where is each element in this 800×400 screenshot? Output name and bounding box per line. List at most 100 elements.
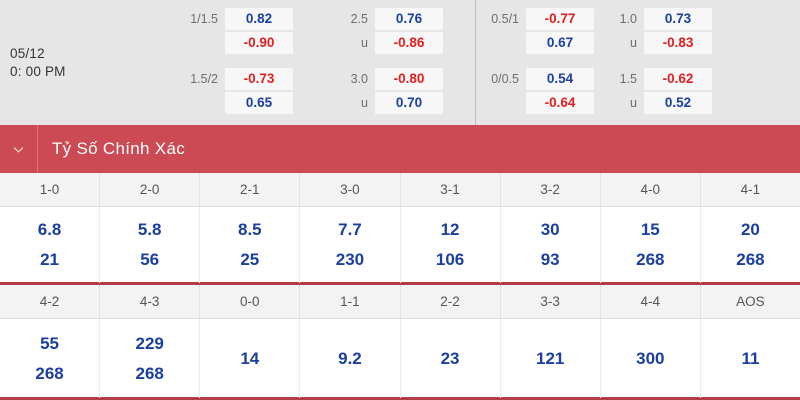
odds-line-label: 0.5/1 <box>491 12 519 26</box>
score-odds-cell[interactable]: 11 <box>701 319 800 398</box>
score-odds-bottom: 93 <box>540 250 560 269</box>
score-odds-bottom: 268 <box>736 250 765 269</box>
odds-price-home[interactable]: 0.82 <box>225 8 293 30</box>
collapse-toggle-button[interactable] <box>0 125 38 173</box>
score-value-row: 55 268 229 268 14 9.2 23 121 300 <box>0 319 800 398</box>
odds-group-right: 0.5/1 -0.77 0.67 0/0.5 0.54 -0 <box>476 0 712 125</box>
score-odds-top: 11 <box>741 348 760 368</box>
score-odds-cell[interactable]: 30 93 <box>501 207 601 283</box>
score-odds-bottom: 21 <box>40 250 60 269</box>
score-odds-cell[interactable]: 300 <box>601 319 701 398</box>
odds-block: 2.5 0.76 u -0.86 <box>325 8 443 58</box>
score-header-cell: 4-4 <box>601 285 701 318</box>
odds-price-under[interactable]: -0.83 <box>644 32 712 54</box>
total-line-label: 1.5 <box>619 72 637 86</box>
score-odds-cell[interactable]: 14 <box>200 319 301 398</box>
odds-row: 2.5 0.76 <box>325 8 443 30</box>
vertical-divider <box>475 0 476 125</box>
odds-row: 0/0.5 0.54 <box>476 68 594 90</box>
score-odds-top: 8.5 <box>237 220 262 239</box>
odds-price-under[interactable]: -0.86 <box>375 32 443 54</box>
total-line-sublabel: u <box>630 96 637 110</box>
odds-line-label: 0/0.5 <box>491 72 519 86</box>
score-odds-bottom: 230 <box>335 250 365 269</box>
score-odds-top: 7.7 <box>338 220 362 239</box>
odds-line-label: 1/1.5 <box>190 12 218 26</box>
total-line-label: 2.5 <box>350 12 368 26</box>
odds-block: 0.5/1 -0.77 0.67 <box>476 8 594 58</box>
score-header-cell: 3-1 <box>401 173 501 206</box>
odds-row: u 0.52 <box>594 92 712 114</box>
odds-price-under[interactable]: 0.70 <box>375 92 443 114</box>
score-odds-top: 229 <box>135 333 164 353</box>
odds-price-away[interactable]: 0.67 <box>526 32 594 54</box>
score-odds-bottom: 56 <box>140 250 160 269</box>
odds-price-over[interactable]: -0.62 <box>644 68 712 90</box>
score-header-cell: AOS <box>736 294 765 309</box>
odds-row: -0.64 <box>476 92 594 114</box>
odds-price-away[interactable]: 0.65 <box>225 92 293 114</box>
score-odds-bottom: 268 <box>135 363 164 383</box>
score-odds-top: 5.8 <box>137 220 162 239</box>
odds-row: 0.67 <box>476 32 594 54</box>
score-odds-bottom: 268 <box>636 250 665 269</box>
score-odds-cell[interactable]: 121 <box>501 319 601 398</box>
score-header-cell: 4-2 <box>0 285 101 318</box>
score-header-cell: 2-2 <box>401 285 501 318</box>
odds-block: 1.0 0.73 u -0.83 <box>594 8 712 58</box>
score-odds-cell[interactable]: 5.8 56 <box>100 207 201 283</box>
odds-price-away[interactable]: -0.64 <box>526 92 594 114</box>
odds-block: 3.0 -0.80 u 0.70 <box>325 68 443 118</box>
total-line-sublabel: u <box>361 36 368 50</box>
odds-row: u -0.86 <box>325 32 443 54</box>
total-line-label: 1.0 <box>619 12 637 26</box>
score-odds-cell[interactable]: 12 106 <box>401 207 501 283</box>
odds-row: u 0.70 <box>325 92 443 114</box>
odds-block: 1.5 -0.62 u 0.52 <box>594 68 712 118</box>
odds-price-over[interactable]: -0.80 <box>375 68 443 90</box>
total-line-sublabel: u <box>361 96 368 110</box>
odds-price-home[interactable]: 0.54 <box>526 68 594 90</box>
odds-row: u -0.83 <box>594 32 712 54</box>
score-odds-cell[interactable]: 229 268 <box>100 319 201 398</box>
odds-row: 1.5/2 -0.73 <box>175 68 325 90</box>
odds-block: 1/1.5 0.82 -0.90 <box>175 8 325 58</box>
score-odds-top: 30 <box>540 220 560 239</box>
odds-price-home[interactable]: -0.73 <box>225 68 293 90</box>
odds-price-under[interactable]: 0.52 <box>644 92 712 114</box>
score-odds-cell[interactable]: 6.8 21 <box>0 207 101 283</box>
score-header-cell: 2-0 <box>100 173 201 206</box>
score-odds-cell[interactable]: 20 268 <box>701 207 800 283</box>
correct-score-section-header[interactable]: Tỷ Số Chính Xác <box>0 125 800 173</box>
score-header-cell: 3-3 <box>501 285 601 318</box>
score-odds-top: 12 <box>440 220 460 239</box>
odds-price-away[interactable]: -0.90 <box>225 32 293 54</box>
score-odds-top: 121 <box>536 348 565 368</box>
score-grid-block-2: 4-2 4-3 0-0 1-1 2-2 3-3 4-4 AOS 55 268 2… <box>0 285 800 400</box>
odds-price-over[interactable]: 0.76 <box>375 8 443 30</box>
score-odds-cell[interactable]: 7.7 230 <box>300 207 401 283</box>
score-header-row: 4-2 4-3 0-0 1-1 2-2 3-3 4-4 AOS <box>0 285 800 319</box>
score-header-cell: 2-1 <box>200 173 301 206</box>
score-odds-top: 14 <box>240 348 260 368</box>
score-odds-top: 15 <box>640 220 660 239</box>
handicap-column-2: 0.5/1 -0.77 0.67 0/0.5 0.54 -0 <box>476 0 594 125</box>
odds-row: 1.0 0.73 <box>594 8 712 30</box>
odds-panel: 05/12 0: 00 PM 1/1.5 0.82 -0.90 <box>0 0 800 125</box>
score-odds-bottom: 268 <box>35 363 64 383</box>
score-odds-cell[interactable]: 55 268 <box>0 319 101 398</box>
match-date: 05/12 <box>10 45 45 61</box>
score-odds-cell[interactable]: 15 268 <box>601 207 701 283</box>
chevron-down-icon <box>13 146 24 153</box>
odds-price-over[interactable]: 0.73 <box>644 8 712 30</box>
score-header-cell: 3-2 <box>501 173 601 206</box>
total-line-label: 3.0 <box>350 72 368 86</box>
odds-price-home[interactable]: -0.77 <box>526 8 594 30</box>
score-header-cell: 0-0 <box>200 285 301 318</box>
score-odds-cell[interactable]: 9.2 <box>300 319 401 398</box>
score-odds-top: 300 <box>636 348 665 368</box>
score-odds-cell[interactable]: 8.5 25 <box>200 207 301 283</box>
score-odds-cell[interactable]: 23 <box>401 319 501 398</box>
section-title: Tỷ Số Chính Xác <box>52 139 186 158</box>
